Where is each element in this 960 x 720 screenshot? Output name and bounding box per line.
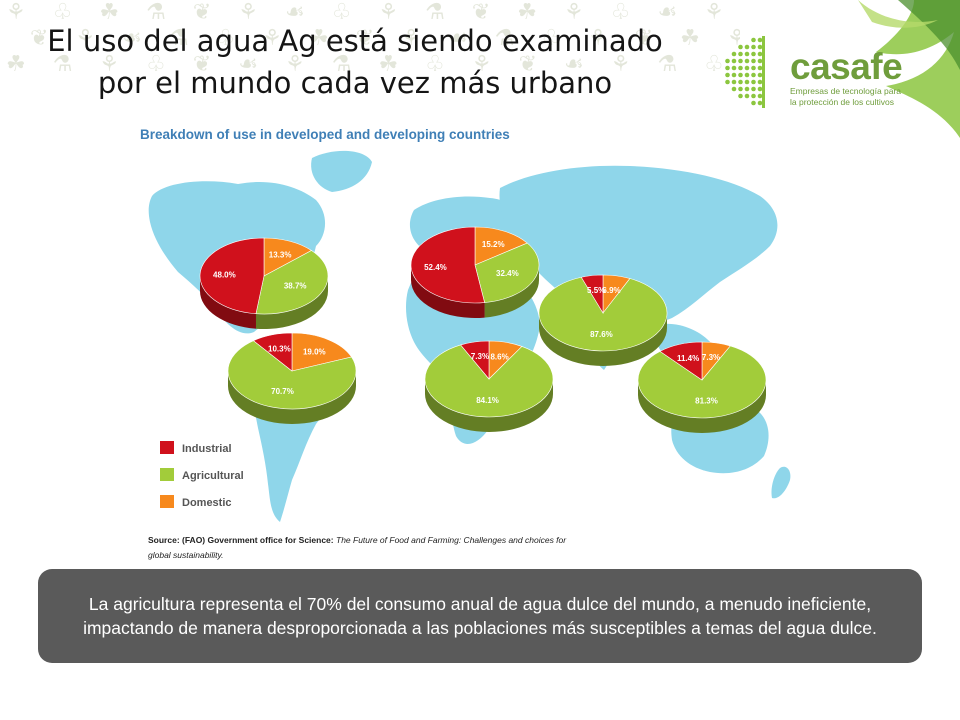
pie-africa: 8.6% 84.1% 7.3% [424,340,554,432]
pie-latin-america: 19.0% 70.7% 10.3% [227,332,357,424]
pie-side-agricultural [638,380,766,433]
pie-label-domestic: 8.6% [490,352,508,361]
source-italic: The Future of Food and Farming: Challeng… [148,535,567,560]
pie-side-industrial [411,265,485,318]
logo-tagline-line-2: la protección de los cultivos [790,97,894,107]
leaf-dots-icon [725,36,765,108]
callout-text: La agricultura representa el 70% del con… [83,594,877,638]
legend-label-domestic: Domestic [182,497,232,509]
pie-oceania: 7.3% 81.3% 11.4% [637,341,767,433]
pie-slice-industrial [199,237,265,315]
pie-label-agricultural: 81.3% [695,397,718,406]
pie-slice-agricultural [255,250,329,315]
pie-slice-agricultural [538,276,668,352]
chart-legend: Industrial Agricultural Domestic [160,441,244,509]
plant-doodle-pattern: ⚘ ♧ ☘ ⚗ ❦ ⚘ ☙ ♧ ⚘ ⚗ ❦ ☘ ⚘ ♧ ☙ ⚘ ⚗ ❦ ⚘ ♧ … [6,0,740,77]
legend-swatch-domestic [160,495,174,508]
pie-slice-agricultural [424,344,554,418]
legend-swatch-agricultural [160,468,174,481]
pie-label-industrial: 5.5% [587,286,605,295]
pie-side-agricultural [484,265,539,318]
pie-slice-agricultural [474,242,540,303]
pie-slice-industrial [252,332,293,372]
map-new-zealand [771,466,791,499]
pie-slice-industrial [659,341,703,381]
pie-label-industrial: 48.0% [213,271,236,280]
pie-side-agricultural [255,276,328,329]
pie-side-agricultural [228,371,356,424]
logo-tagline-line-1: Empresas de tecnología para [790,86,902,96]
pie-slice-industrial [410,226,485,304]
pie-label-industrial: 52.4% [424,263,447,272]
pie-label-agricultural: 38.7% [284,282,307,291]
pie-label-industrial: 10.3% [268,345,291,354]
logo-name: casafe [790,46,903,87]
pie-label-agricultural: 87.6% [590,330,613,339]
pie-slice-domestic [263,237,313,277]
pie-slice-domestic [474,226,528,266]
pie-label-domestic: 19.0% [303,348,326,357]
pie-asia: 6.9% 87.6% 5.5% [538,274,668,366]
pie-label-agricultural: 32.4% [496,269,519,278]
world-map [148,150,791,522]
pie-label-domestic: 7.3% [702,353,720,362]
pie-slice-industrial [580,274,604,315]
source-prefix: Source: (FAO) Government office for Scie… [148,535,334,545]
slide-title-line-1: El uso del agua Ag está siendo examinado [47,24,663,58]
casafe-logo: casafe Empresas de tecnología para la pr… [708,0,960,140]
pie-north-america: 13.3% 38.7% 48.0% [199,237,329,329]
pie-side-agricultural [539,313,667,366]
pie-side-industrial [200,276,256,329]
pie-slice-domestic [291,332,352,372]
pie-label-industrial: 7.3% [471,352,489,361]
map-greenland [311,150,372,192]
slide-title-line-2: por el mundo cada vez más urbano [97,66,613,100]
source-note: Source: (FAO) Government office for Scie… [148,533,568,563]
pie-label-agricultural: 84.1% [476,396,499,405]
pie-label-domestic: 15.2% [482,240,505,249]
legend-swatch-industrial [160,441,174,454]
callout-box: La agricultura representa el 70% del con… [38,569,922,663]
chart-title: Breakdown of use in developed and develo… [140,127,510,142]
pie-slice-agricultural [227,340,357,410]
pie-label-domestic: 6.9% [602,286,620,295]
pie-slice-industrial [460,340,490,380]
pie-label-industrial: 11.4% [677,354,699,363]
logo-tagline: Empresas de tecnología para la protecció… [790,86,930,108]
water-use-chart: Breakdown of use in developed and develo… [120,118,840,568]
pie-side-agricultural [425,379,553,432]
pie-label-domestic: 13.3% [269,250,292,259]
pie-europe: 15.2% 32.4% 52.4% [410,226,540,318]
legend-label-industrial: Industrial [182,443,232,455]
slide-title: El uso del agua Ag está siendo examinado… [0,20,710,104]
chart-canvas: 13.3% 38.7% 48.0% 19.0% 70.7% 10.3% 15.2% 32.4%… [148,150,791,522]
pie-label-agricultural: 70.7% [271,387,294,396]
pie-slice-agricultural [637,345,767,419]
legend-label-agricultural: Agricultural [182,470,244,482]
logo-swoosh-background [828,0,960,138]
